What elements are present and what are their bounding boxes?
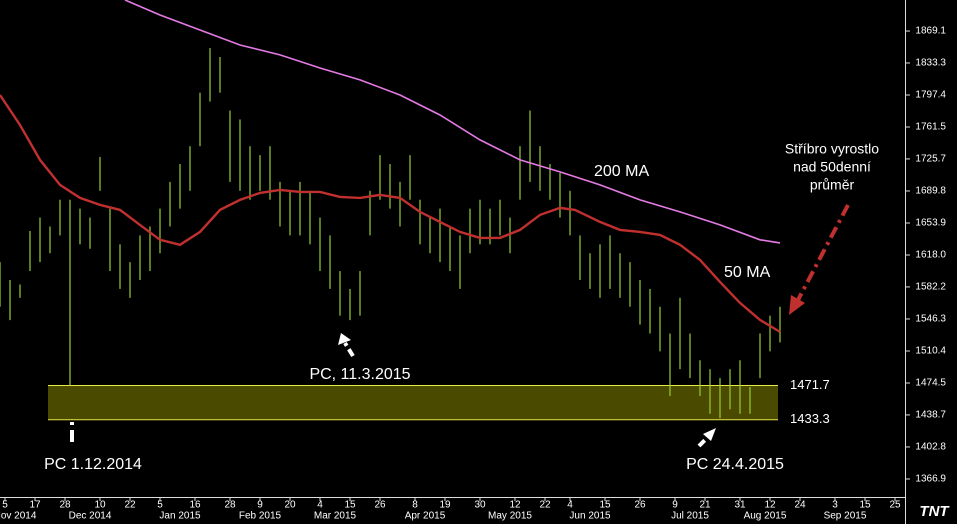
month-label: Feb 2015 <box>239 511 282 522</box>
y-tick-label: 1869.1 <box>915 26 946 37</box>
arrow <box>796 204 850 301</box>
month-label: Nov 2014 <box>0 511 37 522</box>
arrow <box>343 341 355 358</box>
series-label: 200 MA <box>594 163 649 180</box>
arrow-head <box>789 295 805 315</box>
x-tick-label: 20 <box>284 500 296 511</box>
y-tick-label: 1689.8 <box>915 186 946 197</box>
month-label: Jun 2015 <box>569 511 611 522</box>
x-tick-label: 5 <box>2 500 8 511</box>
y-tick-label: 1402.8 <box>915 442 946 453</box>
x-tick-label: 12 <box>509 500 521 511</box>
arrow-head <box>703 428 716 441</box>
x-tick-label: 26 <box>374 500 386 511</box>
month-label: May 2015 <box>488 511 532 522</box>
month-label: Mar 2015 <box>314 511 357 522</box>
support-band <box>48 385 778 420</box>
x-tick-label: 4 <box>567 500 573 511</box>
x-tick-label: 5 <box>157 500 163 511</box>
x-tick-label: 24 <box>794 500 806 511</box>
x-tick-label: 3 <box>832 500 838 511</box>
y-tick-label: 1833.3 <box>915 58 946 69</box>
month-label: Dec 2014 <box>69 511 112 522</box>
arrows <box>64 204 850 448</box>
logo: TNT <box>919 503 950 520</box>
annotation-line: Stříbro vyrostlo <box>785 141 879 157</box>
y-tick-label: 1474.5 <box>915 378 946 389</box>
month-label: Aug 2015 <box>744 511 787 522</box>
arrow-head <box>338 333 351 345</box>
y-tick-label: 1653.9 <box>915 218 946 229</box>
x-tick-label: 21 <box>699 500 711 511</box>
x-tick-label: 10 <box>94 500 106 511</box>
y-tick-label: 1366.9 <box>915 474 946 485</box>
y-tick-label: 1725.7 <box>915 154 946 165</box>
x-tick-label: 26 <box>634 500 646 511</box>
x-tick-label: 8 <box>412 500 418 511</box>
y-tick-label: 1797.4 <box>915 90 946 101</box>
annotation-line: průměr <box>810 177 855 193</box>
annotation: PC, 11.3.2015 <box>309 366 410 383</box>
x-tick-label: 9 <box>257 500 263 511</box>
band-label: 1433.3 <box>790 411 830 426</box>
x-tick-label: 15 <box>599 500 611 511</box>
month-label: Sep 2015 <box>824 511 867 522</box>
y-tick-label: 1582.2 <box>915 282 946 293</box>
x-tick-label: 28 <box>224 500 236 511</box>
x-tick-label: 4 <box>317 500 323 511</box>
arrow <box>697 435 710 448</box>
y-tick-label: 1510.4 <box>915 346 946 357</box>
annotation: PC 1.12.2014 <box>44 456 142 473</box>
x-tick-label: 25 <box>889 500 901 511</box>
moving-average <box>124 0 781 244</box>
x-tick-label: 19 <box>439 500 451 511</box>
x-tick-label: 15 <box>344 500 356 511</box>
band-label: 1471.7 <box>790 377 830 392</box>
y-tick-label: 1761.5 <box>915 122 946 133</box>
annotation-line: nad 50denní <box>793 159 871 175</box>
month-label: Apr 2015 <box>405 511 446 522</box>
x-tick-label: 12 <box>764 500 776 511</box>
y-tick-label: 1546.3 <box>915 314 946 325</box>
x-tick-label: 22 <box>539 500 551 511</box>
month-label: Jul 2015 <box>671 511 709 522</box>
x-tick-label: 16 <box>189 500 201 511</box>
moving-average <box>0 94 781 333</box>
month-label: Jan 2015 <box>159 511 201 522</box>
x-tick-label: 22 <box>124 500 136 511</box>
x-tick-label: 31 <box>734 500 746 511</box>
x-tick-label: 15 <box>859 500 871 511</box>
x-tick-label: 9 <box>672 500 678 511</box>
x-tick-label: 17 <box>29 500 41 511</box>
x-tick-label: 28 <box>59 500 71 511</box>
y-tick-label: 1438.7 <box>915 410 946 421</box>
price-bars <box>0 48 781 419</box>
x-tick-label: 30 <box>474 500 486 511</box>
annotation: PC 24.4.2015 <box>686 456 784 473</box>
series-label: 50 MA <box>724 264 771 281</box>
y-tick-label: 1618.0 <box>915 250 946 261</box>
